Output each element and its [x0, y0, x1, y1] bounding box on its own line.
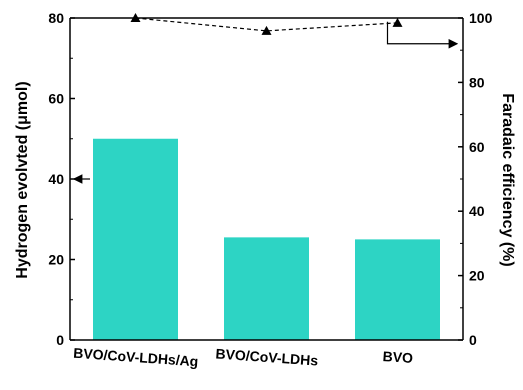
y-right-tick-label: 60	[469, 139, 485, 155]
y-right-tick-label: 40	[469, 203, 485, 219]
bar-3	[355, 239, 440, 340]
y-right-tick-label: 0	[469, 332, 477, 348]
y-left-tick-label: 40	[48, 171, 64, 187]
annotations-group	[72, 21, 459, 184]
x-category-label: BVO/CoV-LDHs	[215, 345, 319, 368]
y-axis-right-title: Faradaic efficiency (%)	[499, 93, 516, 266]
y-left-tick-label: 0	[56, 332, 64, 348]
fe-marker-3	[392, 17, 403, 27]
fe-marker-2	[261, 25, 272, 35]
y-left-tick-label: 20	[48, 252, 64, 268]
y-left-tick-label: 80	[48, 10, 64, 26]
y-right-tick-label: 20	[469, 268, 485, 284]
y-right-tick-label: 80	[469, 74, 485, 90]
y-right-tick-label: 100	[469, 10, 493, 26]
x-category-label: BVO/CoV-LDHs/Ag	[73, 345, 199, 370]
bar-2	[224, 237, 309, 340]
axes-group: 0 20 40 60 80 0 20 40 60 80 100 BVO/CoV-LDHs/Ag BVO/…	[48, 10, 492, 369]
faradaic-efficiency-line	[135, 17, 398, 32]
y-left-tick-label: 60	[48, 91, 64, 107]
y-axis-left-title: Hydrogen evolvted (μmol)	[14, 81, 31, 278]
x-category-label: BVO	[382, 348, 413, 366]
right-axis-arrow	[386, 21, 459, 49]
bar-1	[93, 138, 178, 340]
faradaic-efficiency-series	[130, 13, 403, 35]
bars-group	[93, 138, 440, 340]
